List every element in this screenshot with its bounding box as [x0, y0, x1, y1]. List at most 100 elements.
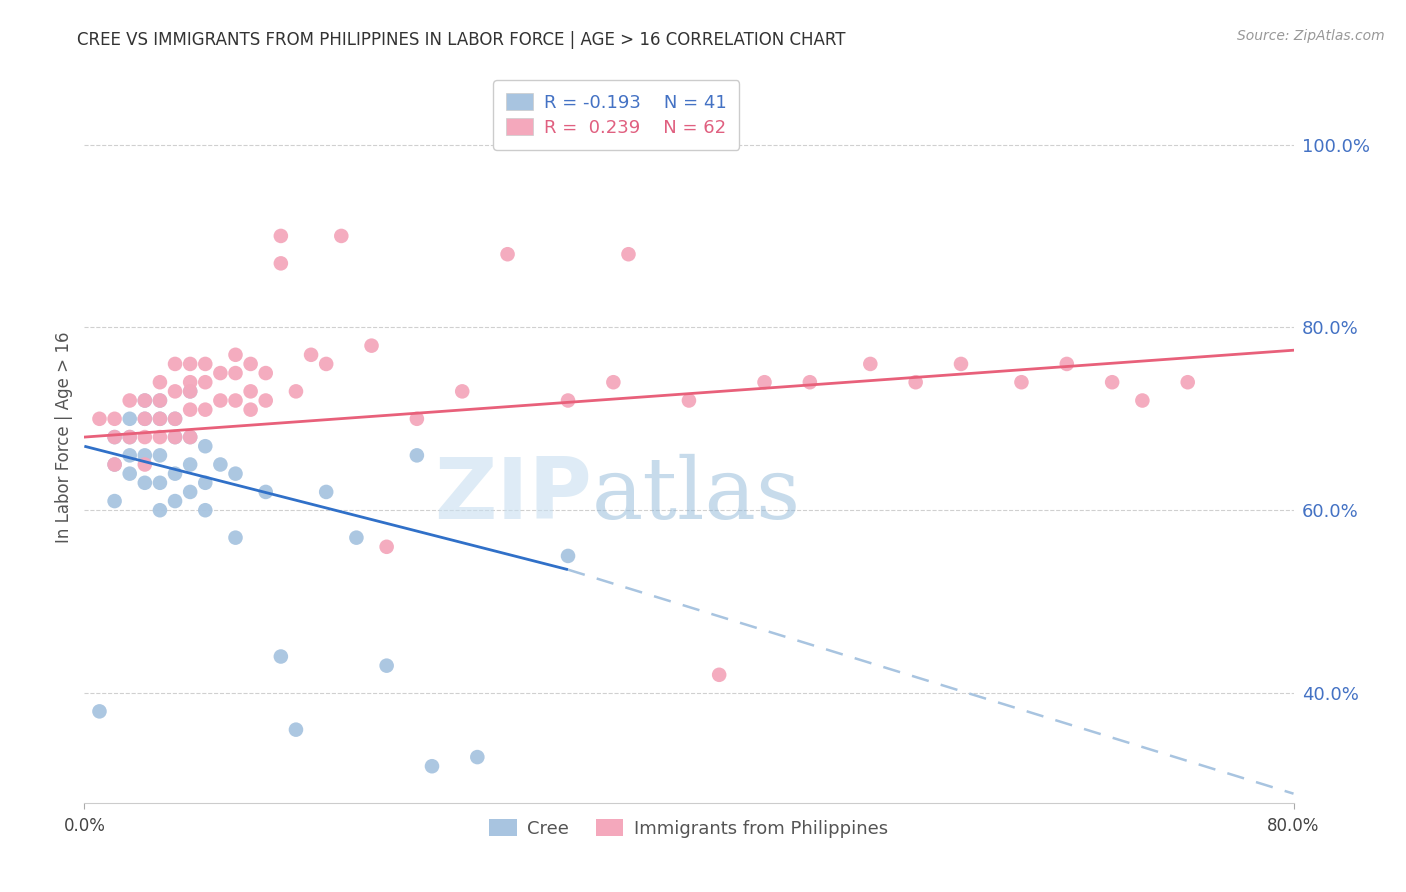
Point: [420, 759, 443, 773]
Point: [225, 467, 247, 481]
Point: [118, 430, 141, 444]
Point: [104, 494, 127, 508]
Point: [194, 402, 217, 417]
Point: [179, 485, 201, 500]
Point: [496, 247, 519, 261]
Point: [179, 402, 201, 417]
Point: [315, 485, 337, 500]
Point: [346, 531, 368, 545]
Point: [179, 458, 201, 472]
Point: [179, 430, 201, 444]
Point: [194, 439, 217, 453]
Point: [285, 384, 308, 399]
Point: [239, 357, 262, 371]
Point: [118, 412, 141, 426]
Point: [254, 485, 277, 500]
Point: [270, 228, 292, 243]
Point: [225, 531, 247, 545]
Point: [149, 448, 172, 462]
Point: [149, 412, 172, 426]
Point: [799, 376, 821, 390]
Point: [165, 467, 187, 481]
Point: [225, 393, 247, 408]
Point: [754, 376, 776, 390]
Point: [602, 376, 624, 390]
Point: [451, 384, 474, 399]
Point: [239, 384, 262, 399]
Point: [285, 723, 308, 737]
Point: [254, 366, 277, 380]
Point: [406, 412, 429, 426]
Point: [1011, 376, 1033, 390]
Point: [299, 348, 322, 362]
Point: [134, 412, 156, 426]
Point: [149, 430, 172, 444]
Point: [225, 348, 247, 362]
Point: [118, 448, 141, 462]
Point: [118, 467, 141, 481]
Point: [165, 357, 187, 371]
Point: [225, 366, 247, 380]
Point: [165, 430, 187, 444]
Point: [1130, 393, 1153, 408]
Point: [149, 376, 172, 390]
Point: [375, 658, 398, 673]
Point: [950, 357, 973, 371]
Point: [179, 384, 201, 399]
Point: [617, 247, 640, 261]
Point: [557, 549, 579, 563]
Point: [179, 357, 201, 371]
Point: [1101, 376, 1123, 390]
Point: [89, 705, 111, 719]
Point: [179, 384, 201, 399]
Point: [209, 366, 232, 380]
Point: [118, 393, 141, 408]
Text: ZIP: ZIP: [434, 454, 592, 537]
Point: [149, 475, 172, 490]
Point: [149, 412, 172, 426]
Point: [104, 458, 127, 472]
Point: [270, 256, 292, 270]
Point: [149, 393, 172, 408]
Point: [104, 430, 127, 444]
Point: [194, 376, 217, 390]
Point: [209, 393, 232, 408]
Point: [904, 376, 927, 390]
Legend: Cree, Immigrants from Philippines: Cree, Immigrants from Philippines: [482, 812, 896, 845]
Point: [194, 503, 217, 517]
Point: [709, 667, 731, 681]
Point: [134, 412, 156, 426]
Point: [360, 338, 382, 352]
Y-axis label: In Labor Force | Age > 16: In Labor Force | Age > 16: [55, 331, 73, 543]
Point: [165, 494, 187, 508]
Point: [315, 357, 337, 371]
Point: [194, 475, 217, 490]
Point: [179, 430, 201, 444]
Text: CREE VS IMMIGRANTS FROM PHILIPPINES IN LABOR FORCE | AGE > 16 CORRELATION CHART: CREE VS IMMIGRANTS FROM PHILIPPINES IN L…: [77, 31, 846, 49]
Point: [165, 412, 187, 426]
Point: [239, 402, 262, 417]
Point: [104, 458, 127, 472]
Point: [270, 649, 292, 664]
Point: [134, 430, 156, 444]
Point: [89, 412, 111, 426]
Point: [467, 750, 489, 764]
Point: [165, 412, 187, 426]
Point: [104, 412, 127, 426]
Point: [375, 540, 398, 554]
Point: [134, 393, 156, 408]
Point: [1056, 357, 1078, 371]
Point: [330, 228, 353, 243]
Text: Source: ZipAtlas.com: Source: ZipAtlas.com: [1237, 29, 1385, 43]
Point: [1177, 376, 1199, 390]
Point: [104, 430, 127, 444]
Point: [134, 475, 156, 490]
Point: [194, 357, 217, 371]
Point: [165, 430, 187, 444]
Point: [134, 393, 156, 408]
Point: [165, 384, 187, 399]
Point: [118, 430, 141, 444]
Point: [134, 448, 156, 462]
Text: atlas: atlas: [592, 454, 801, 537]
Point: [678, 393, 700, 408]
